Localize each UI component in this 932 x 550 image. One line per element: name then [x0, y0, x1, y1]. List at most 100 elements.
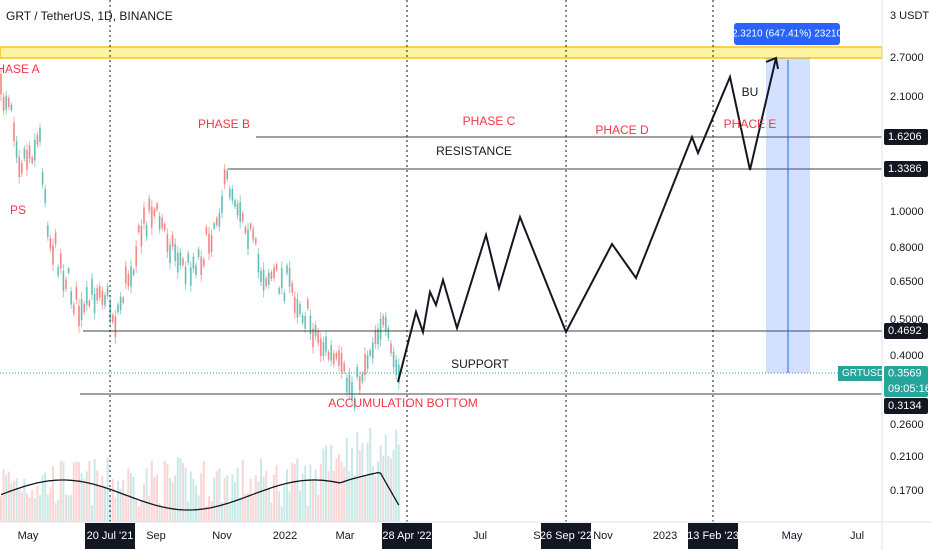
volume-bar — [397, 444, 400, 522]
candle-body — [369, 350, 372, 356]
candle-body — [265, 278, 268, 287]
volume-bar — [135, 500, 138, 522]
candle-body — [293, 296, 296, 313]
volume-bar — [62, 461, 65, 522]
volume-bar — [117, 480, 119, 522]
volume-bar — [156, 474, 158, 522]
candle-body — [171, 234, 174, 247]
volume-bar — [33, 498, 36, 522]
candle-body — [20, 163, 23, 174]
candle-body — [124, 266, 127, 284]
candle-body — [83, 303, 86, 313]
volume-bar — [223, 477, 226, 522]
volume-bar — [309, 464, 312, 522]
volume-bar — [270, 503, 273, 522]
candle-body — [23, 148, 26, 159]
candle-body — [10, 104, 13, 111]
price-tick-label: 2.7000 — [890, 52, 924, 64]
volume-bar — [65, 494, 67, 522]
candle-body — [96, 288, 99, 301]
candle-body — [127, 274, 130, 287]
price-tick-label: 0.5000 — [890, 314, 924, 326]
volume-bar — [364, 475, 366, 522]
volume-bar — [143, 484, 145, 522]
candle-body — [49, 238, 52, 249]
candle-body — [364, 354, 366, 375]
candle-body — [353, 398, 356, 409]
candle-body — [101, 290, 104, 306]
candle-body — [119, 296, 122, 310]
countdown: 09:05:16 — [888, 383, 931, 395]
volume-bar — [85, 471, 88, 522]
candle-body — [93, 293, 96, 314]
time-tick-label: Nov — [212, 530, 232, 542]
candle-body — [221, 195, 223, 213]
candle-body — [88, 300, 91, 307]
volume-bar — [244, 493, 247, 522]
candle-body — [223, 169, 226, 185]
volume — [0, 427, 400, 522]
candle-body — [382, 316, 385, 326]
candle-body — [80, 299, 83, 321]
volume-bar — [247, 493, 249, 522]
candle-body — [239, 201, 242, 222]
candle-body — [36, 134, 39, 145]
candle-body — [249, 223, 252, 230]
candle-body — [356, 366, 359, 377]
candle-body — [213, 223, 216, 229]
time-marker-label: 20 Jul '21 — [87, 530, 134, 542]
candle-body — [291, 282, 294, 293]
price-tick-label: 3 USDT — [890, 10, 929, 22]
resistance-band — [0, 46, 883, 59]
candle-body — [161, 217, 164, 228]
volume-bar — [163, 460, 166, 522]
candle-body — [176, 252, 179, 273]
volume-bar — [36, 485, 39, 522]
price-marker-label: 0.4692 — [888, 325, 922, 337]
volume-bar — [174, 475, 177, 522]
volume-bar — [124, 495, 127, 522]
price-marker-box — [884, 323, 928, 339]
candle-body — [140, 225, 143, 247]
annotation: ACCUMULATION BOTTOM — [328, 396, 478, 410]
candle-body — [166, 234, 169, 252]
annotation: BU — [742, 85, 759, 99]
candle-body — [377, 328, 379, 345]
volume-bar — [18, 490, 21, 522]
candle-body — [384, 316, 387, 332]
candle-body — [200, 256, 203, 276]
volume-bar — [78, 461, 80, 522]
volume-bar — [15, 478, 18, 522]
volume-bar — [301, 474, 304, 522]
candle-body — [202, 259, 205, 266]
volume-bar — [335, 458, 338, 522]
volume-bar — [20, 492, 23, 522]
volume-bar — [299, 490, 301, 522]
candle-body — [169, 244, 171, 264]
volume-bar — [208, 496, 210, 522]
candle-body — [130, 266, 132, 287]
volume-bar — [98, 486, 101, 522]
volume-bar — [91, 505, 93, 522]
candle-body — [106, 286, 109, 297]
volume-bar — [296, 458, 299, 522]
candle-body — [67, 268, 70, 274]
volume-bar — [179, 458, 182, 522]
volume-bar — [72, 462, 75, 522]
candle-body — [340, 353, 343, 373]
candle-body — [156, 203, 158, 210]
volume-bar — [5, 475, 8, 522]
candle-body — [325, 336, 327, 352]
candle-body — [39, 128, 41, 142]
volume-bar — [249, 479, 252, 522]
candle-body — [306, 299, 309, 309]
volume-bar — [145, 468, 148, 522]
volume-bar — [184, 467, 187, 522]
candle-body — [150, 206, 153, 228]
annotation: PS — [10, 203, 26, 217]
volume-bar — [340, 461, 343, 522]
annotation: PHACE D — [595, 123, 649, 137]
volume-bar — [382, 455, 385, 522]
candle-body — [226, 170, 229, 180]
